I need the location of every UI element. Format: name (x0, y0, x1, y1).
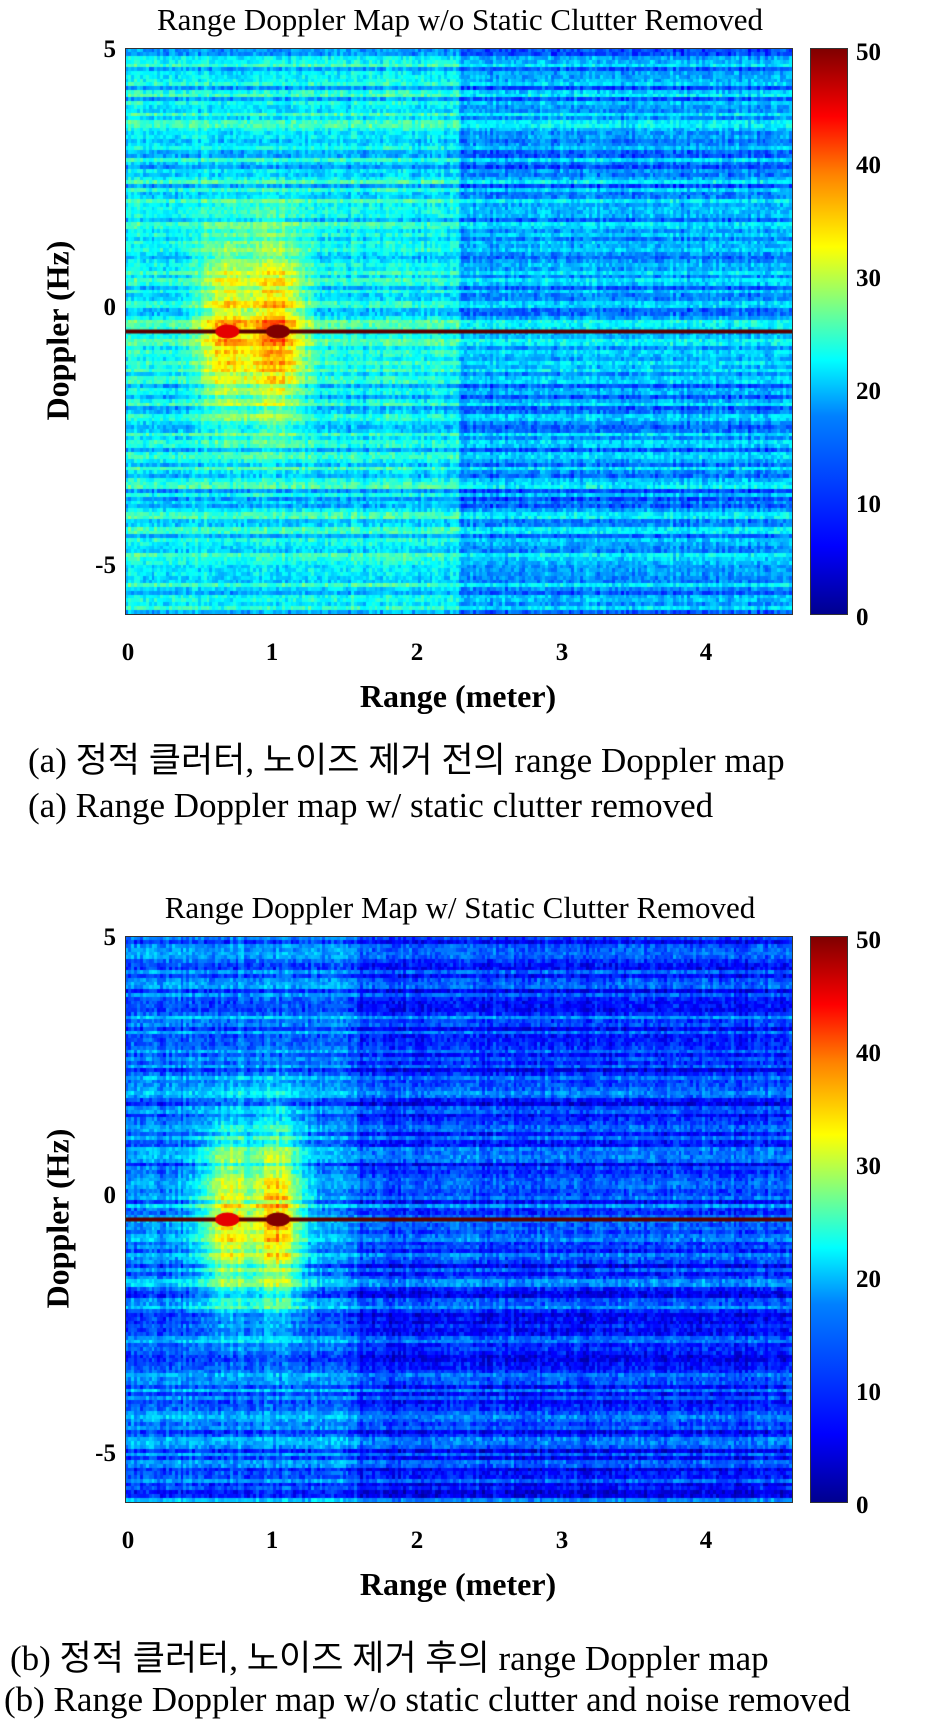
colorbar-tick-label: 0 (856, 604, 869, 631)
colorbar-tick-label: 20 (856, 1266, 881, 1293)
panel-a: Range Doppler Map w/o Static Clutter Rem… (28, 2, 881, 825)
y-tick-label: 5 (103, 924, 117, 951)
caption-a-korean: (a) 정적 클러터, 노이즈 제거 전의 range Doppler map (28, 741, 785, 780)
x-axis-label: Range (meter) (359, 1566, 557, 1602)
y-axis-label: Doppler (Hz) (39, 1128, 76, 1309)
chart-title: Range Doppler Map w/o Static Clutter Rem… (156, 2, 764, 37)
x-tick-label: 4 (699, 1527, 713, 1554)
caption-a-english: (a) Range Doppler map w/ static clutter … (28, 786, 714, 825)
y-axis-label: Doppler (Hz) (39, 240, 76, 421)
heatmap-plot-area (125, 936, 793, 1503)
x-axis-label: Range (meter) (359, 678, 557, 714)
colorbar-tick-label: 40 (856, 1040, 881, 1067)
colorbar-tick-label: 20 (856, 378, 881, 405)
colorbar-tick-label: 10 (856, 1379, 881, 1406)
colorbar-tick-label: 50 (856, 927, 881, 954)
x-tick-label: 0 (121, 639, 135, 666)
colorbar-tick-label: 0 (856, 1492, 869, 1519)
colorbar-tick-label: 30 (856, 1153, 881, 1180)
x-tick-label: 0 (121, 1527, 135, 1554)
x-tick-label: 1 (265, 1527, 279, 1554)
chart-title: Range Doppler Map w/ Static Clutter Remo… (164, 890, 756, 925)
colorbar (810, 936, 848, 1503)
colorbar (810, 48, 848, 615)
x-tick-label: 3 (555, 639, 569, 666)
x-tick-label: 2 (410, 1527, 424, 1554)
colorbar-tick-label: 30 (856, 265, 881, 292)
y-tick-label: 0 (103, 1182, 117, 1209)
colorbar-tick-label: 40 (856, 152, 881, 179)
colorbar-tick-label: 10 (856, 491, 881, 518)
x-tick-label: 3 (555, 1527, 569, 1554)
x-tick-label: 4 (699, 639, 713, 666)
x-tick-label: 2 (410, 639, 424, 666)
y-tick-label: -5 (95, 552, 116, 579)
heatmap-cells (126, 937, 792, 1502)
y-tick-label: 0 (103, 294, 117, 321)
heatmap-plot-area (125, 48, 793, 615)
x-tick-label: 1 (265, 639, 279, 666)
y-tick-label: -5 (95, 1440, 116, 1467)
y-tick-label: 5 (103, 36, 117, 63)
caption-b-korean: (b) 정적 클러터, 노이즈 제거 후의 range Doppler map (10, 1639, 769, 1678)
caption-b-english: (b) Range Doppler map w/o static clutter… (4, 1680, 851, 1719)
heatmap-cells (126, 49, 792, 614)
colorbar-tick-label: 50 (856, 39, 881, 66)
panel-b: Range Doppler Map w/ Static Clutter Remo… (0, 890, 932, 1727)
